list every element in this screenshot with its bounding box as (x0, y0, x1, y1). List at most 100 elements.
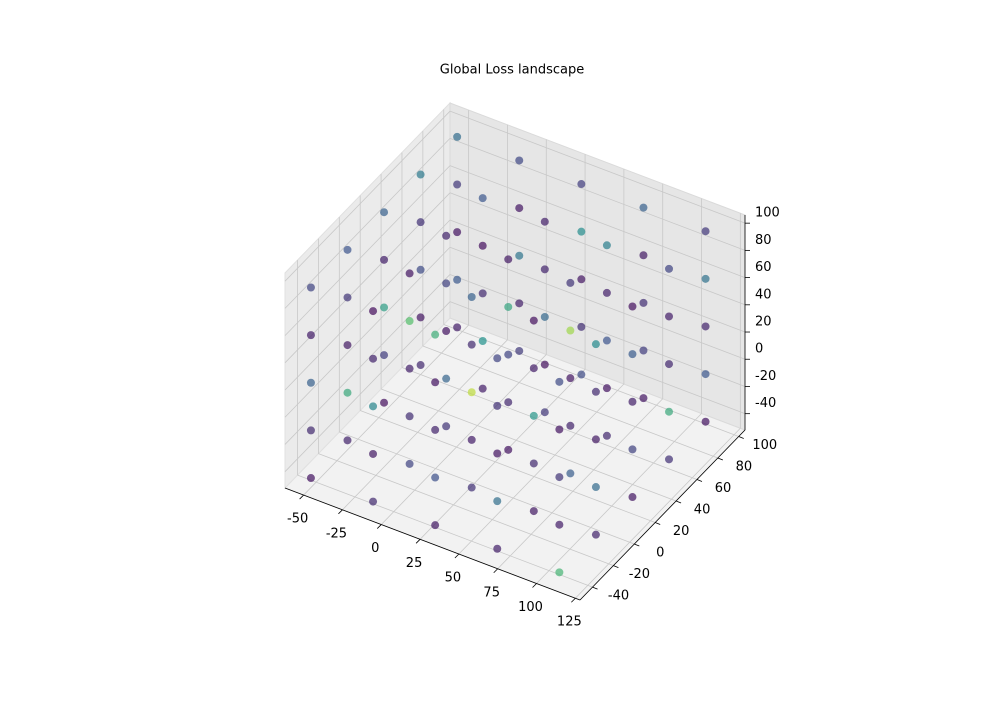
point (380, 398, 389, 407)
point (467, 293, 476, 302)
grid-line (536, 413, 702, 584)
point (453, 323, 462, 332)
grid-line (449, 138, 746, 251)
point (665, 264, 674, 273)
point (442, 374, 451, 383)
chart-title: Global Loss landscape (440, 63, 584, 78)
point (493, 497, 502, 506)
point (665, 312, 674, 321)
point (701, 322, 710, 331)
point (343, 293, 352, 302)
point (701, 227, 710, 236)
point (405, 412, 414, 421)
y-tick-label: 0 (656, 546, 664, 561)
point (555, 520, 564, 529)
grid-line (303, 324, 469, 496)
point (416, 218, 425, 227)
point (577, 180, 586, 189)
point (369, 449, 378, 458)
point (665, 407, 674, 416)
point (529, 316, 538, 325)
grid-line (449, 165, 746, 278)
grid-line (284, 165, 451, 336)
point (591, 387, 600, 396)
grid-line (284, 274, 451, 445)
grid-line (419, 369, 586, 540)
point (515, 251, 524, 260)
point (416, 313, 425, 322)
point (453, 132, 462, 141)
point (515, 204, 524, 213)
point (493, 544, 502, 553)
point (369, 354, 378, 363)
point (591, 530, 600, 539)
point (369, 497, 378, 506)
z-tick-label: -20 (755, 369, 776, 384)
z-tick-label: 60 (755, 260, 772, 275)
z-tick-label: 80 (755, 233, 772, 248)
grid-line (284, 219, 451, 391)
point (639, 298, 648, 307)
point (306, 426, 315, 435)
tick-mark (493, 568, 498, 574)
grid-line (360, 410, 656, 523)
point (369, 402, 378, 411)
point (665, 455, 674, 464)
x-tick-label: 0 (371, 541, 379, 556)
point (540, 217, 549, 226)
point (555, 473, 564, 482)
grid-line (284, 138, 451, 309)
tick-mark (571, 597, 576, 603)
point (343, 245, 352, 254)
y-tick-label: 20 (673, 524, 690, 539)
grid-line (380, 388, 677, 502)
point (577, 227, 586, 236)
x-tick-label: -25 (326, 526, 347, 541)
tick-mark (717, 457, 723, 461)
point (639, 251, 648, 260)
point (467, 483, 476, 492)
point (416, 170, 425, 179)
point (529, 507, 538, 516)
point (628, 350, 637, 359)
grid-line (449, 274, 746, 387)
point (343, 388, 352, 397)
tick-mark (655, 522, 661, 525)
z-tick-label: 40 (755, 287, 772, 302)
tick-mark (338, 509, 343, 515)
point (639, 346, 648, 355)
tick-mark (634, 543, 640, 547)
point (478, 194, 487, 203)
point (442, 231, 451, 240)
point (493, 449, 502, 458)
point (591, 340, 600, 349)
point (628, 445, 637, 454)
point (529, 364, 538, 373)
tick-mark (696, 479, 703, 482)
grid-line (449, 110, 746, 224)
point (453, 275, 462, 284)
grid-line (449, 192, 746, 306)
point (602, 336, 611, 345)
point (442, 327, 451, 336)
point (701, 370, 710, 379)
point (577, 370, 586, 379)
point (380, 303, 389, 312)
point (566, 374, 575, 383)
point (602, 241, 611, 250)
grid-line (497, 398, 663, 570)
point (431, 473, 440, 482)
point (343, 341, 352, 350)
point (405, 317, 414, 326)
y-tick-label: 40 (694, 503, 711, 518)
tick-mark (738, 436, 744, 439)
point (540, 408, 549, 417)
point (478, 241, 487, 250)
point (566, 326, 575, 335)
x-tick-label: 75 (483, 585, 500, 600)
point (453, 180, 462, 189)
point (602, 431, 611, 440)
point (467, 388, 476, 397)
point (504, 302, 513, 311)
